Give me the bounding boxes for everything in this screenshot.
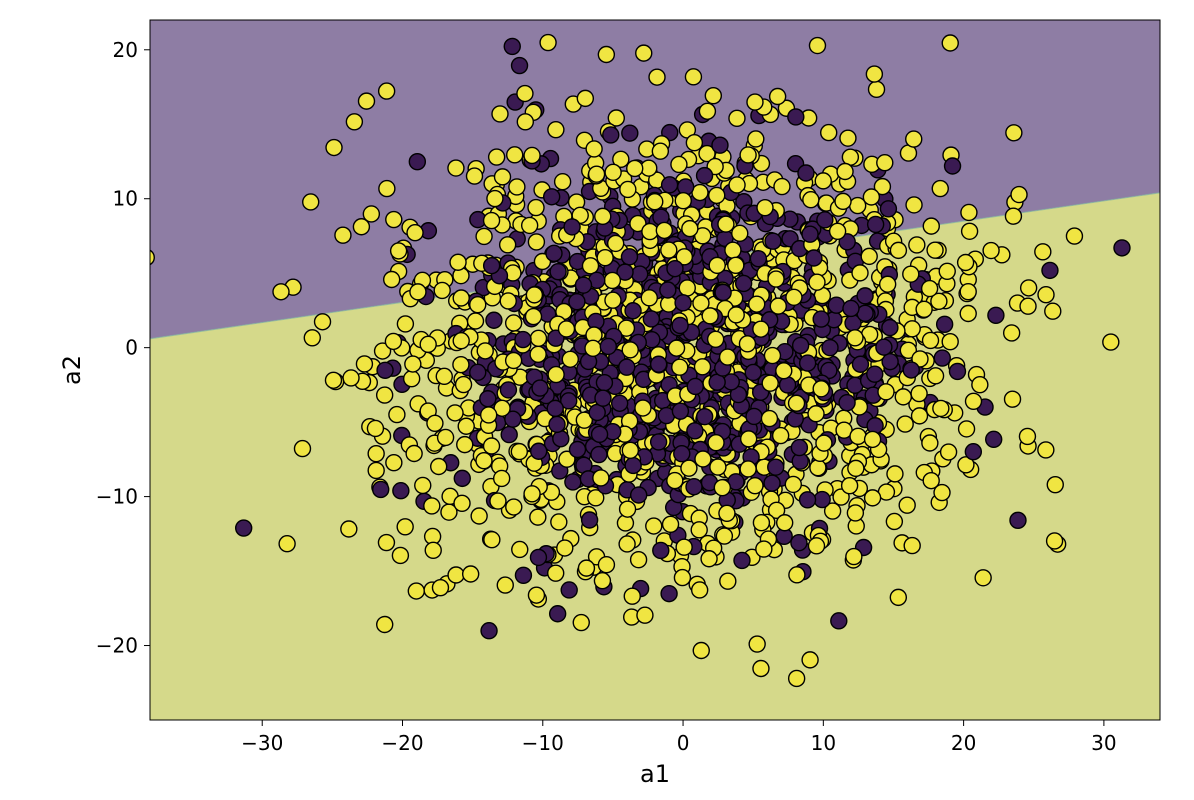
svg-text:−30: −30 (241, 731, 283, 755)
svg-text:20: 20 (951, 731, 976, 755)
svg-text:0: 0 (677, 731, 690, 755)
svg-text:10: 10 (113, 187, 138, 211)
svg-text:−20: −20 (96, 634, 138, 658)
chart-svg: −30 −20 −10 0 10 20 30 −20 −10 0 10 20 a1 a2 (0, 0, 1194, 800)
svg-text:−10: −10 (522, 731, 564, 755)
y-axis-label: a2 (58, 355, 86, 385)
svg-text:−20: −20 (381, 731, 423, 755)
svg-text:−10: −10 (96, 485, 138, 509)
svg-text:0: 0 (125, 336, 138, 360)
x-axis-label: a1 (640, 760, 670, 788)
svg-text:10: 10 (811, 731, 836, 755)
scatter-chart: −30 −20 −10 0 10 20 30 −20 −10 0 10 20 a1 a2 (0, 0, 1194, 800)
svg-text:30: 30 (1091, 731, 1116, 755)
svg-text:20: 20 (113, 38, 138, 62)
